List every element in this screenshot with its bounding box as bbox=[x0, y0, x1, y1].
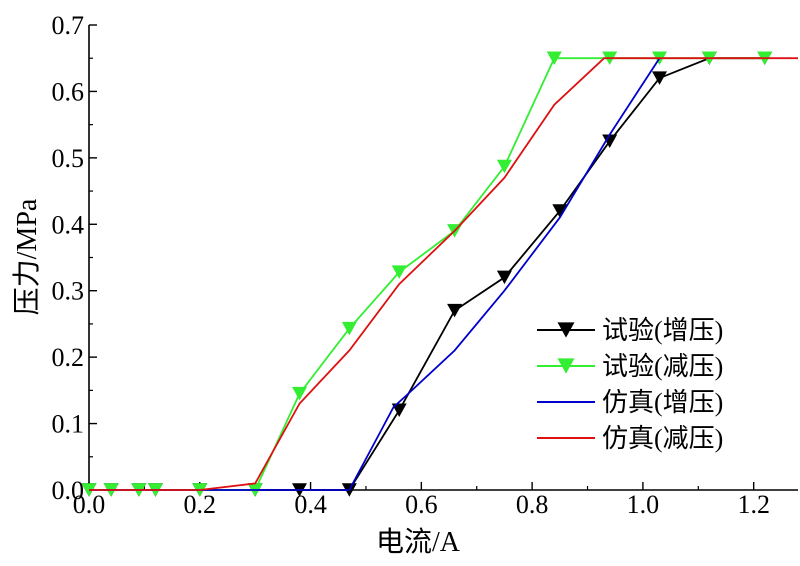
y-tick-label: 0.0 bbox=[52, 476, 85, 505]
y-tick-label: 0.5 bbox=[52, 144, 85, 173]
legend: 试验(增压) 试验(减压) 仿真(增压) 仿真(减压) bbox=[537, 316, 723, 453]
series-line-3 bbox=[89, 57, 661, 491]
series-1-marker bbox=[552, 204, 568, 218]
series-1-marker bbox=[652, 71, 668, 85]
series-group bbox=[81, 51, 798, 497]
y-tick-label: 0.3 bbox=[52, 277, 85, 306]
legend-label-4: 仿真(减压) bbox=[602, 424, 723, 453]
series-1-marker bbox=[447, 303, 463, 318]
x-tick-label: 1.0 bbox=[627, 490, 660, 519]
y-tick-label: 0.4 bbox=[52, 210, 85, 239]
y-tick-label: 0.1 bbox=[52, 410, 85, 439]
y-axis-title: 压力/MPa bbox=[11, 198, 43, 315]
series-line-4 bbox=[89, 57, 798, 491]
series-1-marker bbox=[496, 270, 512, 285]
y-tick-label: 0.2 bbox=[52, 343, 85, 372]
legend-label-2: 试验(减压) bbox=[602, 352, 723, 381]
x-tick-label: 0.6 bbox=[405, 490, 438, 519]
series-2-marker bbox=[546, 51, 562, 65]
series-2-marker bbox=[341, 321, 357, 336]
series-2-marker bbox=[291, 386, 307, 401]
y-tick-label: 0.7 bbox=[52, 11, 85, 40]
legend-marker-2 bbox=[557, 358, 575, 374]
x-axis-title: 电流/A bbox=[376, 526, 461, 558]
series-1-marker bbox=[602, 134, 618, 148]
legend-label-3: 仿真(增压) bbox=[602, 388, 723, 417]
series-2-marker bbox=[496, 159, 512, 174]
x-tick-label: 1.2 bbox=[737, 490, 770, 519]
legend-marker-1 bbox=[557, 322, 575, 338]
y-tick-label: 0.6 bbox=[52, 77, 85, 106]
legend-label-1: 试验(增压) bbox=[602, 316, 723, 345]
series-1-marker bbox=[391, 403, 407, 418]
x-tick-label: 0.8 bbox=[516, 490, 549, 519]
series-2-marker bbox=[391, 265, 407, 279]
